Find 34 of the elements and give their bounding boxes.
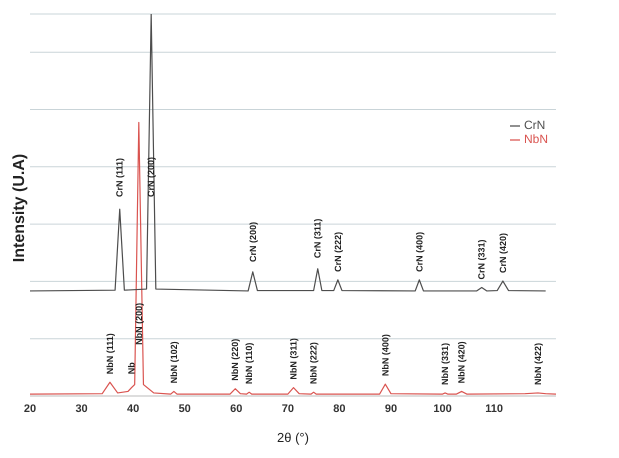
annotation: CrN (200) <box>248 222 258 262</box>
annotation: NbN (200) <box>134 302 144 345</box>
x-tick-label: 50 <box>178 402 191 415</box>
annotation: NbN (422) <box>532 342 543 385</box>
annotation: CrN (311) <box>312 218 323 258</box>
annotation: NbN (400) <box>380 334 390 376</box>
annotation: NbN (110) <box>244 342 254 384</box>
annotation: CrN (331) <box>476 239 487 280</box>
annotation: Nb <box>126 362 137 374</box>
x-tick-label: 30 <box>75 402 88 415</box>
annotation: NbN (220) <box>230 338 240 381</box>
x-axis-title: 2θ (°) <box>277 430 309 445</box>
legend-label: CrN <box>524 118 546 132</box>
annotation: NbN (102) <box>168 341 179 384</box>
y-axis-title: Intensity (U.A) <box>11 154 29 262</box>
annotation: CrN (200) <box>146 156 156 197</box>
annotation: CrN (420) <box>498 233 508 274</box>
annotation: CrN (222) <box>332 232 343 272</box>
annotation: NbN (331) <box>440 342 450 385</box>
annotation: CrN (111) <box>114 158 125 197</box>
x-tick-label: 100 <box>433 402 452 415</box>
x-tick-label: 20 <box>24 402 36 415</box>
annotation: CrN (400) <box>414 232 424 272</box>
annotation: NbN (222) <box>308 342 319 384</box>
x-tick-label: 80 <box>333 402 346 415</box>
x-tick-label: 90 <box>384 402 398 415</box>
x-tick-label: 60 <box>230 402 242 415</box>
annotation: NbN (111) <box>104 333 115 374</box>
x-tick-label: 110 <box>485 402 503 415</box>
annotation: NbN (311) <box>288 338 299 380</box>
x-tick-label: 70 <box>282 402 294 415</box>
annotation: NbN (420) <box>456 341 467 384</box>
legend-label: NbN <box>524 132 548 146</box>
x-tick-label: 40 <box>127 402 140 415</box>
